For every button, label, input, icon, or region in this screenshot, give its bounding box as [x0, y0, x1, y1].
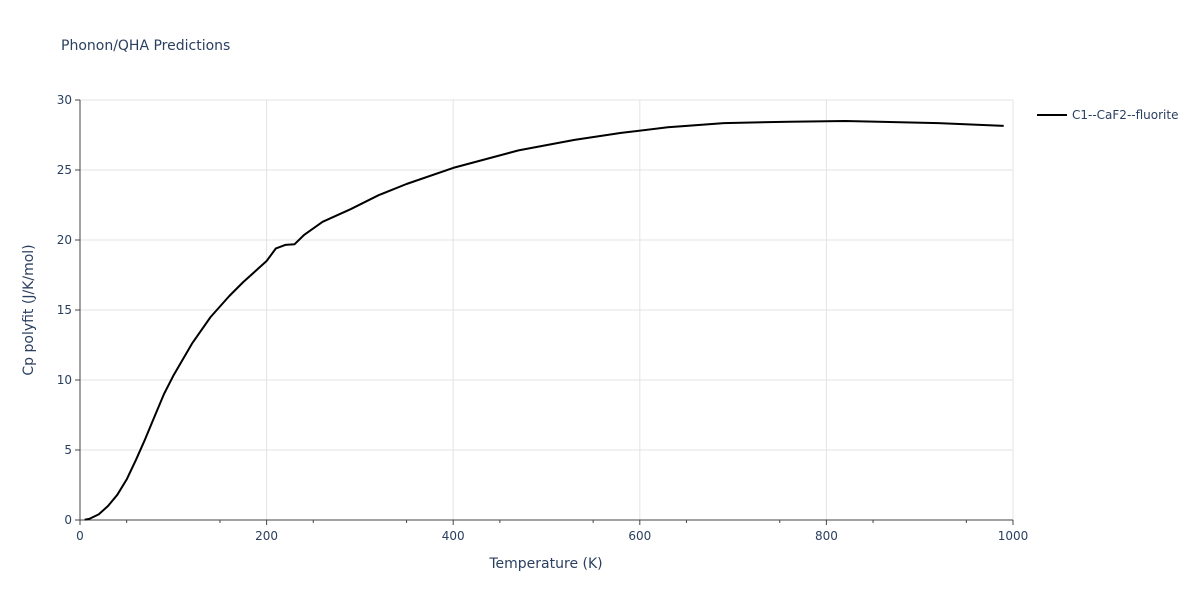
- x-tick-label: 200: [255, 529, 278, 543]
- x-tick-label: 800: [815, 529, 838, 543]
- legend[interactable]: C1--CaF2--fluorite: [1037, 108, 1178, 122]
- axes: 0 200 400 600 800 1000 0 5 10 15 20 25 30: [57, 93, 1029, 543]
- y-tick-label: 0: [64, 513, 72, 527]
- y-tick-label: 30: [57, 93, 72, 107]
- x-axis-label: Temperature (K): [488, 556, 602, 572]
- x-tick-label: 1000: [998, 529, 1029, 543]
- chart-title: Phonon/QHA Predictions: [61, 38, 230, 54]
- x-tick-label: 400: [442, 529, 465, 543]
- y-axis-label: Cp polyfit (J/K/mol): [21, 244, 37, 375]
- series-line[interactable]: [84, 120, 1004, 521]
- plot-area: [84, 120, 1004, 521]
- y-tick-label: 25: [57, 163, 72, 177]
- legend-label[interactable]: C1--CaF2--fluorite: [1072, 108, 1178, 122]
- y-tick-label: 15: [57, 303, 72, 317]
- x-tick-label: 0: [76, 529, 84, 543]
- y-tick-label: 5: [64, 443, 72, 457]
- grid: [80, 99, 1014, 520]
- y-tick-label: 20: [57, 233, 72, 247]
- y-tick-label: 10: [57, 373, 72, 387]
- x-tick-label: 600: [628, 529, 651, 543]
